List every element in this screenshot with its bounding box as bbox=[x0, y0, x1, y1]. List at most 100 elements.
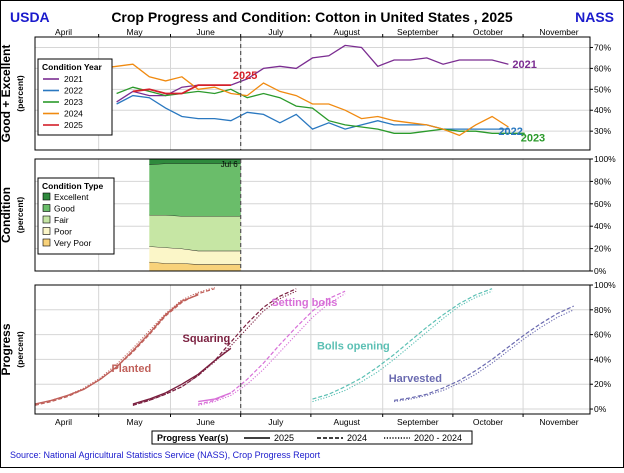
prog-month-label-october: October bbox=[473, 417, 503, 427]
prog-line-setting-bolls-5yr bbox=[198, 293, 346, 406]
prog-month-label-april: April bbox=[55, 417, 72, 427]
cond-y-axis-title: Condition bbox=[0, 187, 13, 243]
ge-month-label-november: November bbox=[539, 27, 578, 37]
ge-y-tick-label: 40% bbox=[594, 105, 611, 115]
prog-month-label-july: July bbox=[268, 417, 284, 427]
cond-area-fair bbox=[149, 215, 241, 251]
cond-area-good bbox=[149, 163, 241, 217]
ge-y-axis-subtitle: (percent) bbox=[15, 75, 25, 112]
prog-month-label-june: June bbox=[196, 417, 215, 427]
ge-month-label-july: July bbox=[268, 27, 284, 37]
prog-month-label-may: May bbox=[127, 417, 144, 427]
ge-month-label-october: October bbox=[473, 27, 503, 37]
cond-y-tick-label: 60% bbox=[594, 199, 611, 209]
ge-y-axis-title: Good + Excellent bbox=[0, 45, 13, 143]
cond-area-excellent bbox=[149, 159, 241, 165]
ge-frame bbox=[34, 36, 591, 151]
prog-y-axis-subtitle: (percent) bbox=[15, 331, 25, 368]
prog-y-tick-label: 100% bbox=[594, 280, 616, 290]
ge-y-tick-label: 50% bbox=[594, 84, 611, 94]
ge-y-tick-label: 60% bbox=[594, 63, 611, 73]
cond-y-tick-label: 100% bbox=[594, 154, 616, 164]
prog-y-tick-label: 60% bbox=[594, 330, 611, 340]
ge-end-label-2022: 2022 bbox=[498, 126, 522, 138]
cond-legend-label-fair: Fair bbox=[54, 215, 69, 225]
prog-stage-label-harvested: Harvested bbox=[389, 373, 442, 385]
ge-line-2021 bbox=[116, 44, 509, 103]
prog-line-planted-2025 bbox=[34, 294, 199, 405]
ge-month-label-august: August bbox=[334, 27, 361, 37]
ge-y-tick-label: 30% bbox=[594, 126, 611, 136]
cond-legend-swatch-excellent bbox=[42, 192, 51, 201]
cond-legend-swatch-very-poor bbox=[42, 238, 51, 247]
ge-legend-label-2023: 2023 bbox=[64, 97, 83, 107]
prog-line-setting-bolls-2025 bbox=[198, 392, 232, 403]
ge-month-label-april: April bbox=[55, 27, 72, 37]
cond-legend-swatch-good bbox=[42, 204, 51, 212]
ge-legend-title: Condition Year bbox=[42, 62, 103, 72]
ge-end-label-2021: 2021 bbox=[512, 59, 536, 71]
cond-legend-label-excellent: Excellent bbox=[54, 192, 89, 202]
cond-y-tick-label: 20% bbox=[594, 244, 611, 254]
prog-y-axis-title: Progress bbox=[0, 323, 13, 375]
ge-month-label-may: May bbox=[127, 27, 144, 37]
progress-year-legend: Progress Year(s) 2025 2024 2020 - 2024 bbox=[151, 430, 473, 445]
cond-legend-label-good: Good bbox=[54, 204, 75, 214]
usda-label: USDA bbox=[10, 9, 50, 25]
progress-panel: 0% 20% 40% 60% 80% 100% April May June July August… bbox=[0, 280, 616, 427]
condition-panel: 0% 20% 40% 60% 80% 100% Jul 6 Condition TypeExc… bbox=[0, 154, 616, 276]
prog-legend-box bbox=[151, 430, 473, 445]
prog-stage-label-bolls-opening: Bolls opening bbox=[317, 341, 390, 353]
cond-y-axis-subtitle: (percent) bbox=[15, 197, 25, 234]
prog-month-label-august: August bbox=[334, 417, 361, 427]
cond-legend-title: Condition Type bbox=[42, 181, 103, 191]
prog-stage-label-squaring: Squaring bbox=[183, 333, 231, 345]
prog-y-tick-label: 20% bbox=[594, 379, 611, 389]
ge-y-tick-label: 70% bbox=[594, 42, 611, 52]
nass-label: NASS bbox=[575, 9, 614, 25]
prog-stage-label-planted: Planted bbox=[111, 363, 151, 375]
cond-legend-swatch-fair bbox=[42, 215, 51, 224]
prog-legend-title: Progress Year(s) bbox=[157, 433, 228, 443]
ge-legend-label-2021: 2021 bbox=[64, 74, 83, 84]
cond-legend-label-very-poor: Very Poor bbox=[54, 238, 91, 248]
ge-legend-box bbox=[37, 58, 113, 136]
prog-month-label-september: September bbox=[397, 417, 439, 427]
ge-legend-label-2024: 2024 bbox=[64, 109, 83, 119]
ge-month-label-june: June bbox=[196, 27, 215, 37]
ge-end-label-2025: 2025 bbox=[233, 70, 257, 82]
prog-line-bolls-opening-5yr bbox=[312, 290, 493, 403]
ge-line-2025 bbox=[132, 84, 231, 95]
prog-month-label-november: November bbox=[539, 417, 578, 427]
cond-current-week-label: Jul 6 bbox=[221, 160, 238, 169]
cond-legend-label-poor: Poor bbox=[54, 227, 72, 237]
ge-legend-label-2022: 2022 bbox=[64, 86, 83, 96]
prog-y-tick-label: 80% bbox=[594, 305, 611, 315]
prog-frame bbox=[34, 284, 591, 415]
prog-y-tick-label: 40% bbox=[594, 354, 611, 364]
cond-legend-box bbox=[37, 177, 115, 255]
ge-end-label-2023: 2023 bbox=[521, 132, 545, 144]
good-excellent-panel: 30% 40% 50% 60% 70% April May June July August Sep… bbox=[0, 27, 611, 151]
cond-legend-swatch-poor bbox=[42, 227, 51, 235]
prog-stage-label-setting-bolls: Setting bolls bbox=[271, 297, 337, 309]
cond-y-tick-label: 0% bbox=[594, 266, 607, 276]
prog-line-squaring-2025 bbox=[132, 347, 232, 405]
cond-y-tick-label: 80% bbox=[594, 176, 611, 186]
ge-line-2023 bbox=[116, 86, 525, 134]
prog-legend-label-2024: 2024 bbox=[347, 433, 367, 443]
ge-legend-label-2025: 2025 bbox=[64, 120, 83, 130]
ge-month-label-september: September bbox=[397, 27, 439, 37]
figure-title: Crop Progress and Condition: Cotton in U… bbox=[111, 9, 513, 25]
cond-area-very-poor bbox=[149, 262, 241, 271]
prog-legend-label-2020-2024: 2020 - 2024 bbox=[414, 433, 462, 443]
prog-line-harvested-2024 bbox=[394, 305, 574, 401]
prog-line-squaring-5yr bbox=[132, 290, 297, 406]
prog-legend-label-2025: 2025 bbox=[274, 433, 294, 443]
cond-frame bbox=[34, 158, 591, 272]
prog-y-tick-label: 0% bbox=[594, 404, 607, 414]
prog-line-bolls-opening-2024 bbox=[312, 288, 493, 400]
